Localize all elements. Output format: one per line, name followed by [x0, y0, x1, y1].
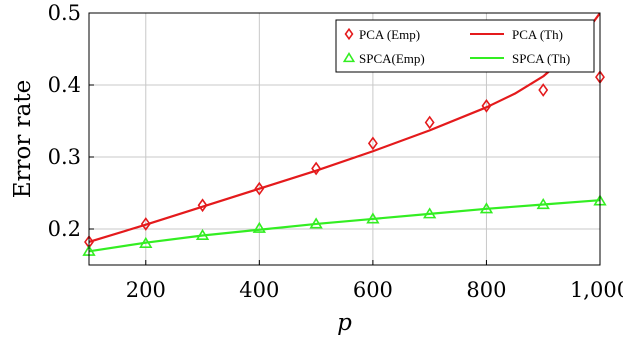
x-tick-label: 800 [466, 278, 506, 302]
x-axis-label: p [337, 310, 352, 336]
legend-label: SPCA(Emp) [359, 51, 425, 66]
x-tick-label: 200 [126, 278, 166, 302]
data-point [254, 181, 265, 196]
x-tick-label: 600 [353, 278, 393, 302]
data-point [423, 207, 437, 219]
data-point [140, 217, 151, 231]
data-point [366, 212, 380, 224]
data-point [309, 217, 323, 229]
data-point [195, 228, 210, 241]
data-point [536, 197, 550, 210]
data-point [311, 161, 322, 176]
x-tick-label: 1,000 [570, 278, 623, 302]
legend-label: SPCA (Th) [512, 51, 570, 66]
data-point [538, 83, 549, 97]
y-axis-label: Error rate [10, 80, 36, 199]
legend-item: PCA (Emp) [344, 27, 420, 42]
legend-label: PCA (Th) [512, 27, 563, 42]
data-point [424, 115, 435, 130]
y-tick-label: 0.2 [48, 217, 81, 241]
data-point [479, 202, 494, 214]
axis-ticks: 200 400 600 800 1,000 0.2 0.3 0.4 0.5 [48, 1, 623, 302]
y-tick-label: 0.4 [48, 73, 81, 97]
legend-item: PCA (Th) [470, 27, 563, 42]
data-point [197, 198, 208, 213]
series-markers [84, 70, 605, 249]
legend: PCA (Emp) PCA (Th) SPCA(Emp) SPCA (Th) [335, 19, 595, 73]
series-line [89, 199, 600, 253]
plot-frame [88, 12, 601, 266]
legend-swatch [344, 27, 354, 41]
legend-box [335, 19, 595, 73]
y-tick-label: 0.3 [48, 145, 81, 169]
data-point [481, 99, 492, 113]
legend-item: SPCA (Th) [470, 51, 570, 66]
y-tick-label: 0.5 [48, 1, 81, 25]
x-tick-label: 400 [239, 278, 279, 302]
data-point [252, 221, 266, 233]
legend-item: SPCA(Emp) [342, 51, 425, 66]
legend-label: PCA (Emp) [359, 27, 420, 42]
data-point [139, 236, 153, 248]
legend-swatch [342, 51, 356, 63]
data-point [367, 136, 378, 151]
series-group [89, 199, 600, 253]
